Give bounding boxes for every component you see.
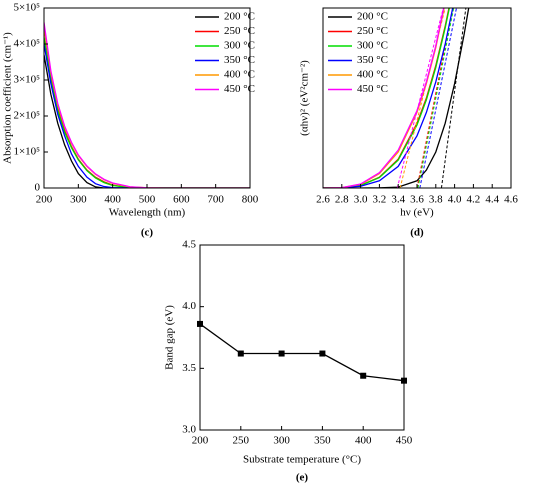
legend-label: 400 °C [224,69,255,81]
tangent-line [396,8,444,188]
x-tick-label: 800 [242,194,259,206]
x-tick-label: 350 [314,435,331,447]
x-tick-label: 300 [70,194,87,206]
x-tick-label: 200 [36,194,53,206]
marker [278,350,285,357]
x-tick-label: 4.6 [504,194,518,206]
x-tick-label: 700 [207,194,224,206]
tangent-line [419,8,457,188]
x-tick-label: 3.6 [410,194,424,206]
y-tick-label: 4.0 [182,300,196,312]
legend-label: 450 °C [357,83,388,95]
y-tick-label: 3.0 [182,424,196,436]
x-tick-label: 4.4 [485,194,499,206]
tangent-line [417,8,455,188]
plot-area [323,8,470,188]
x-tick-label: 400 [104,194,121,206]
caption: (d) [410,227,424,239]
y-tick-label: 3×10⁵ [13,74,40,86]
series-line [44,25,250,188]
plot-area [44,22,250,188]
x-axis-label: hν (eV) [400,207,434,219]
series-line [44,25,250,188]
x-tick-label: 450 [396,435,413,447]
series-line [200,323,404,382]
x-tick-label: 3.8 [429,194,443,206]
series-line [44,22,250,188]
caption: (c) [141,227,154,239]
tangent-line [399,8,446,188]
legend-label: 350 °C [224,54,255,66]
y-tick-label: 2×10⁵ [13,110,40,122]
x-tick-label: 500 [139,194,156,206]
series-line [44,36,250,188]
legend-label: 350 °C [357,54,388,66]
legend-label: 250 °C [224,25,255,37]
series-line [44,54,250,188]
legend-label: 200 °C [224,11,255,23]
legend-label: 200 °C [357,11,388,23]
series-line [44,43,250,188]
y-tick-label: 1×10⁵ [13,146,40,158]
marker [319,350,326,357]
plot-area [200,323,404,382]
series-line [323,8,445,188]
marker [237,350,244,357]
y-tick-label: 4.5 [182,239,196,251]
legend-label: 300 °C [357,40,388,52]
x-axis-label: Substrate temperature (°C) [243,454,361,466]
x-tick-label: 250 [233,435,250,447]
x-tick-label: 3.4 [391,194,405,206]
x-axis-label: Wavelength (nm) [109,207,186,219]
y-axis-label: (αhν)² (eV²cm⁻²) [299,60,311,136]
x-tick-label: 400 [355,435,372,447]
caption: (e) [296,472,309,484]
y-tick-label: 5×10⁵ [13,2,40,14]
series-line [323,8,470,188]
x-tick-label: 3.0 [354,194,368,206]
y-tick-label: 4×10⁵ [13,38,40,50]
legend-label: 400 °C [357,69,388,81]
axes-frame [322,7,512,189]
y-tick-label: 0 [35,182,41,194]
legend-label: 450 °C [224,83,255,95]
x-tick-label: 2.6 [316,194,330,206]
x-tick-label: 200 [192,435,209,447]
x-tick-label: 600 [173,194,190,206]
x-tick-label: 2.8 [335,194,349,206]
axes-frame [199,244,405,431]
marker [360,372,367,379]
series-line [323,8,451,188]
x-tick-label: 300 [273,435,290,447]
tangent-line [440,8,467,188]
y-axis-label: Absorption coefficient (cm⁻¹) [2,32,14,164]
x-tick-label: 4.0 [448,194,462,206]
x-tick-label: 3.2 [373,194,387,206]
y-tick-label: 3.5 [182,362,196,374]
y-axis-label: Band gap (eV) [164,305,176,370]
legend-label: 250 °C [357,25,388,37]
x-tick-label: 4.2 [467,194,481,206]
legend-label: 300 °C [224,40,255,52]
series-line [323,8,454,188]
